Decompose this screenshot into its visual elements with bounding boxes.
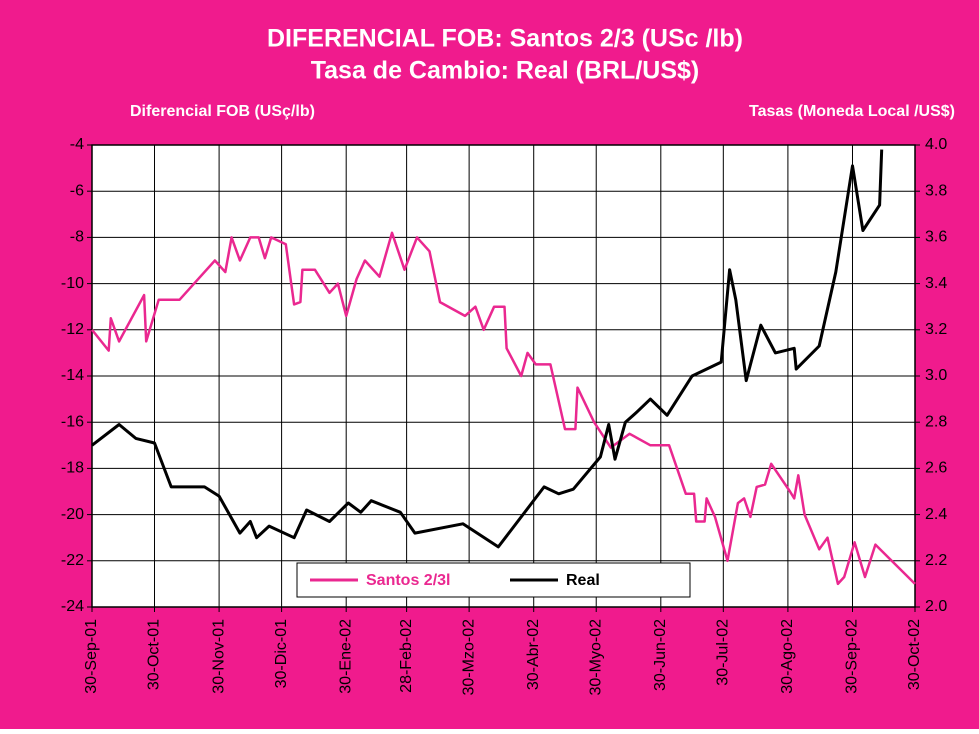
y2-tick-label: 3.0	[925, 367, 947, 384]
y2-tick-label: 3.2	[925, 321, 947, 338]
x-tick-label: 30-Ene-02	[337, 619, 354, 694]
chart-title: DIFERENCIAL FOB: Santos 2/3 (USc /lb)	[267, 25, 743, 53]
y2-tick-label: 3.6	[925, 229, 947, 246]
legend-label: Real	[566, 572, 600, 589]
x-tick-label: 30-Jul-02	[715, 619, 732, 686]
x-tick-label: 28-Feb-02	[398, 619, 415, 693]
x-tick-label: 30-Sep-02	[844, 619, 861, 694]
x-tick-label: 30-Abr-02	[525, 619, 542, 690]
x-tick-label: 30-Nov-01	[210, 619, 227, 694]
x-tick-label: 30-Sep-01	[83, 619, 100, 694]
x-tick-label: 30-Oct-01	[146, 619, 163, 690]
y-tick-label: -6	[70, 182, 84, 199]
y-tick-label: -12	[61, 321, 84, 338]
x-tick-label: 30-Dic-01	[273, 619, 290, 688]
plot-frame	[91, 144, 916, 608]
y2-tick-label: 3.4	[925, 275, 947, 292]
y-tick-label: -18	[61, 460, 84, 477]
y2-tick-label: 4.0	[925, 136, 947, 153]
chart-subtitle: Tasa de Cambio: Real (BRL/US$)	[311, 57, 700, 85]
y-tick-label: -22	[61, 552, 84, 569]
x-tick-label: 30-Oct-02	[906, 619, 923, 690]
series-line	[91, 149, 884, 549]
legend-label: Santos 2/3l	[366, 572, 450, 589]
y-tick-label: -14	[61, 367, 84, 384]
x-tick-label: 30-Myo-02	[587, 619, 604, 696]
y-tick-label: -24	[61, 598, 84, 615]
y-tick-label: -20	[61, 506, 84, 523]
y-tick-label: -10	[61, 275, 84, 292]
y-tick-label: -4	[70, 136, 84, 153]
y-axis-label: Diferencial FOB (USç/lb)	[130, 103, 315, 120]
x-tick-label: 30-Ago-02	[779, 619, 796, 694]
x-tick-label: 30-Jun-02	[652, 619, 669, 691]
y2-axis-label: Tasas (Moneda Local /US$)	[749, 103, 955, 120]
y2-tick-label: 2.2	[925, 552, 947, 569]
y-tick-label: -8	[70, 229, 84, 246]
legend-box	[296, 562, 691, 598]
y-tick-label: -16	[61, 413, 84, 430]
y2-tick-label: 2.6	[925, 460, 947, 477]
x-tick-label: 30-Mzo-02	[460, 619, 477, 696]
legend: Santos 2/3l Real	[296, 562, 691, 598]
y2-tick-label: 2.0	[925, 598, 947, 615]
y2-tick-label: 3.8	[925, 182, 947, 199]
series-line	[91, 231, 916, 586]
y2-tick-label: 2.8	[925, 413, 947, 430]
y2-tick-label: 2.4	[925, 506, 947, 523]
